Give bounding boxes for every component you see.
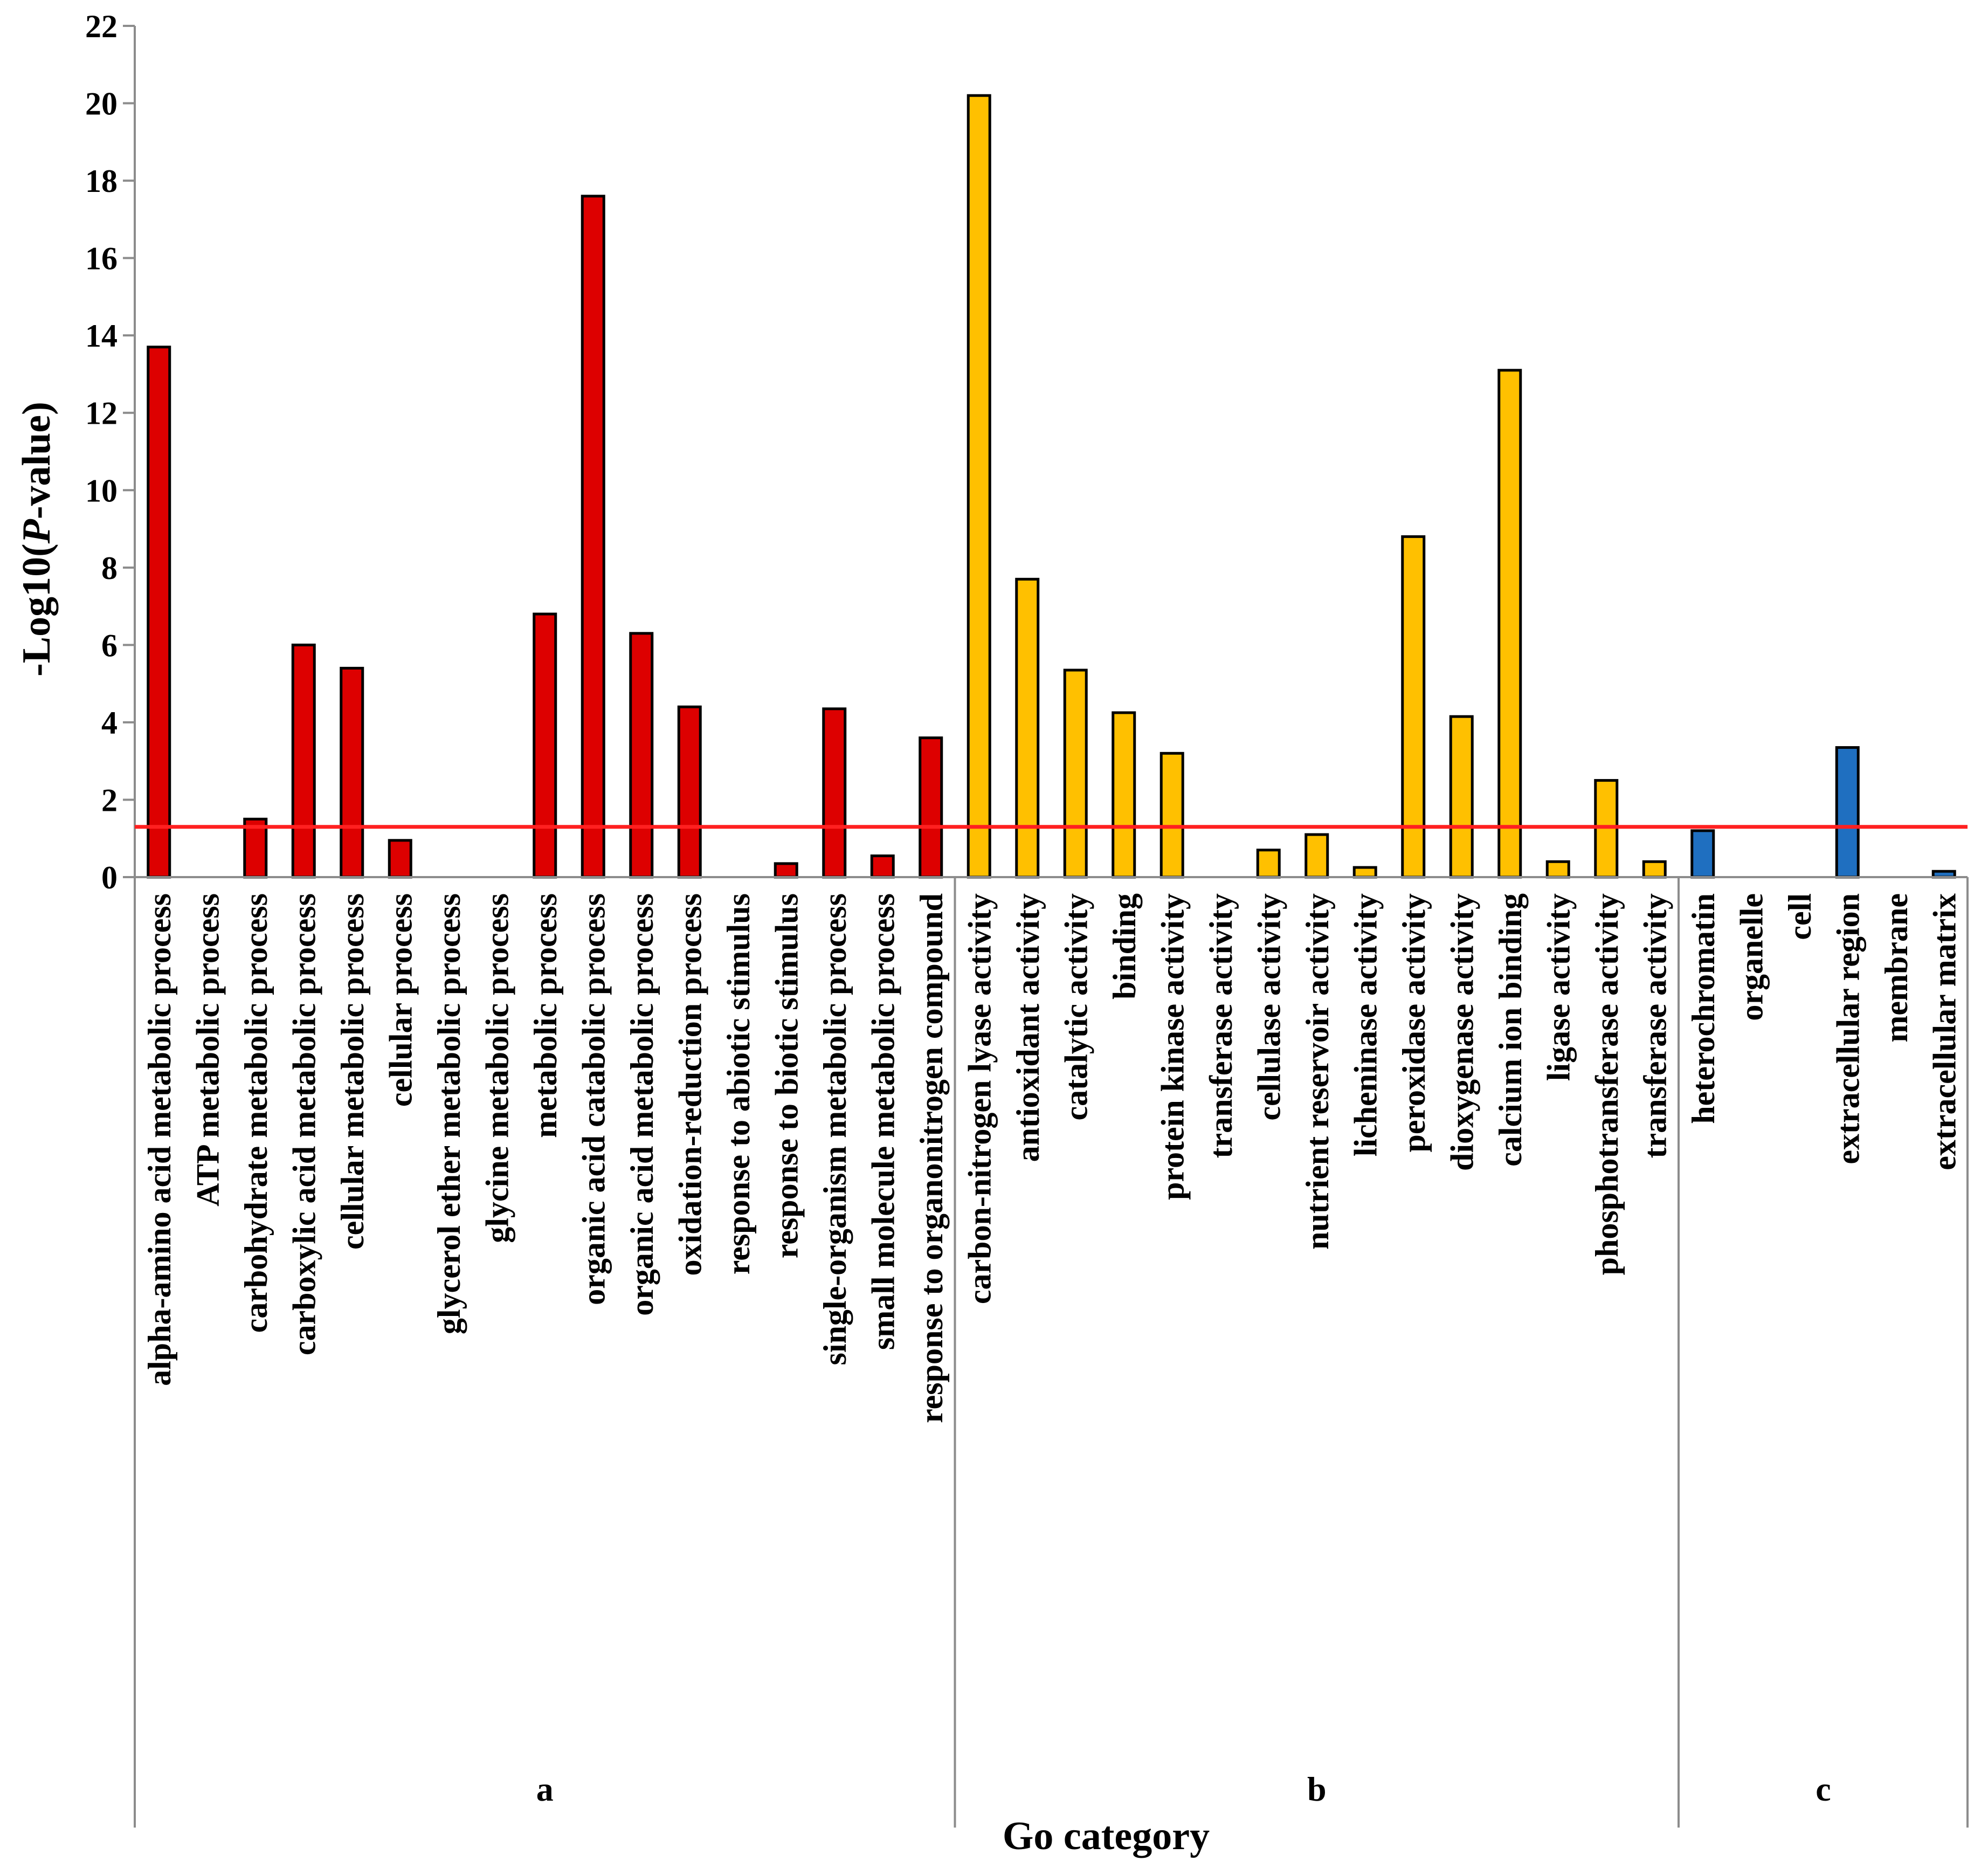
x-category-label: calcium ion binding [1493, 893, 1528, 1167]
bar [1642, 860, 1667, 879]
x-category-label: glycerol ether metabolic process [431, 893, 467, 1334]
x-category-label: carbon-nitrogen lyase activity [962, 893, 997, 1304]
bar [1835, 746, 1860, 879]
bar [1449, 715, 1474, 879]
bar [822, 707, 847, 879]
bar [1352, 866, 1377, 879]
x-category-label: cellular metabolic process [335, 893, 370, 1250]
x-category-label: protein kinase activity [1155, 893, 1190, 1200]
bar [147, 346, 171, 879]
bars [147, 94, 1956, 879]
x-axis-title: Go category [1003, 1814, 1210, 1858]
bar [1112, 711, 1136, 879]
bar [291, 643, 316, 879]
y-axis-title-prefix: -Log10( [15, 543, 59, 677]
x-category-label: response to organonitrogen compound [914, 893, 949, 1423]
x-category-label: transferase activity [1637, 893, 1673, 1158]
y-tick-label: 12 [85, 396, 118, 431]
bar [967, 94, 991, 879]
x-category-label: membrane [1879, 893, 1914, 1043]
x-category-label: organic acid metabolic process [624, 893, 660, 1316]
x-category-label: dioxygenase activity [1444, 893, 1480, 1171]
y-tick-label: 2 [101, 782, 118, 818]
y-axis-ticks: 0 2 4 6 8 10 12 14 16 18 20 22 [85, 9, 135, 895]
bar [581, 195, 605, 879]
x-category-label: phosphotransferase activity [1589, 893, 1625, 1275]
bar [533, 612, 557, 879]
y-tick-label: 16 [85, 241, 118, 277]
bar [1256, 849, 1281, 879]
x-category-label: alpha-amino acid metabolic process [142, 893, 177, 1386]
y-tick-label: 6 [101, 628, 118, 663]
bar [774, 862, 798, 879]
x-category-label: organelle [1734, 893, 1769, 1021]
bar [1545, 860, 1570, 879]
bar [1159, 752, 1184, 879]
bar [340, 666, 364, 879]
x-category-label: nutrient reservoir activity [1300, 893, 1335, 1250]
x-category-label: cell [1782, 893, 1818, 940]
y-axis-title-italic: P [15, 519, 59, 544]
x-category-label: binding [1107, 893, 1142, 999]
bar [1063, 668, 1088, 879]
y-tick-label: 14 [85, 318, 118, 354]
y-tick-label: 18 [85, 163, 118, 199]
x-category-label: carbohydrate metabolic process [238, 893, 274, 1333]
y-tick-label: 8 [101, 550, 118, 586]
x-category-label: glycine metabolic process [479, 893, 515, 1243]
y-tick-label: 0 [101, 860, 118, 895]
x-category-label: catalytic activity [1058, 893, 1094, 1121]
x-category-label: cellulase activity [1251, 893, 1287, 1121]
x-category-label: antioxidant activity [1010, 893, 1046, 1162]
x-category-label: peroxidase activity [1396, 893, 1432, 1153]
bar [1304, 833, 1329, 879]
y-tick-label: 20 [85, 86, 118, 122]
x-category-label: transferase activity [1203, 893, 1239, 1158]
y-tick-label: 22 [85, 9, 118, 44]
bar [388, 839, 412, 879]
x-category-label: oxidation-reduction process [672, 893, 708, 1276]
x-category-label: organic acid catabolic process [576, 893, 611, 1305]
x-category-label: cellular process [383, 893, 418, 1107]
x-category-label: ligase activity [1541, 893, 1576, 1081]
y-axis-title: -Log10(P-value) [15, 402, 59, 677]
bar [629, 632, 654, 879]
bar [870, 854, 895, 879]
y-tick-label: 10 [85, 473, 118, 508]
x-category-label: response to abiotic stimulus [721, 893, 756, 1274]
y-tick-label: 4 [101, 705, 118, 741]
x-category-label: extracellular matrix [1927, 893, 1962, 1170]
bar [1497, 369, 1522, 879]
x-category-label: heterochromatin [1686, 893, 1721, 1124]
x-category-label: carboxylic acid metabolic process [286, 893, 322, 1355]
y-axis-title-suffix: -value) [15, 402, 59, 519]
x-category-label: ATP metabolic process [190, 893, 225, 1207]
group-label: a [536, 1770, 554, 1808]
x-category-label: extracellular region [1830, 893, 1866, 1164]
bar [1690, 829, 1715, 879]
bar [1015, 577, 1040, 879]
x-category-label: licheninase activity [1348, 893, 1383, 1156]
x-category-label: single-organism metabolic process [817, 893, 853, 1365]
group-labels: a b c [536, 1770, 1831, 1808]
category-labels: alpha-amino acid metabolic process ATP me… [142, 893, 1963, 1423]
bar [677, 705, 702, 879]
x-category-label: metabolic process [528, 893, 563, 1138]
axes [134, 26, 1969, 1828]
bar [919, 736, 943, 879]
group-label: c [1816, 1770, 1831, 1808]
x-category-label: small molecule metabolic process [865, 893, 901, 1350]
x-category-label: response to biotic stimulus [769, 893, 804, 1258]
group-label: b [1307, 1770, 1327, 1808]
bar [1594, 779, 1619, 879]
